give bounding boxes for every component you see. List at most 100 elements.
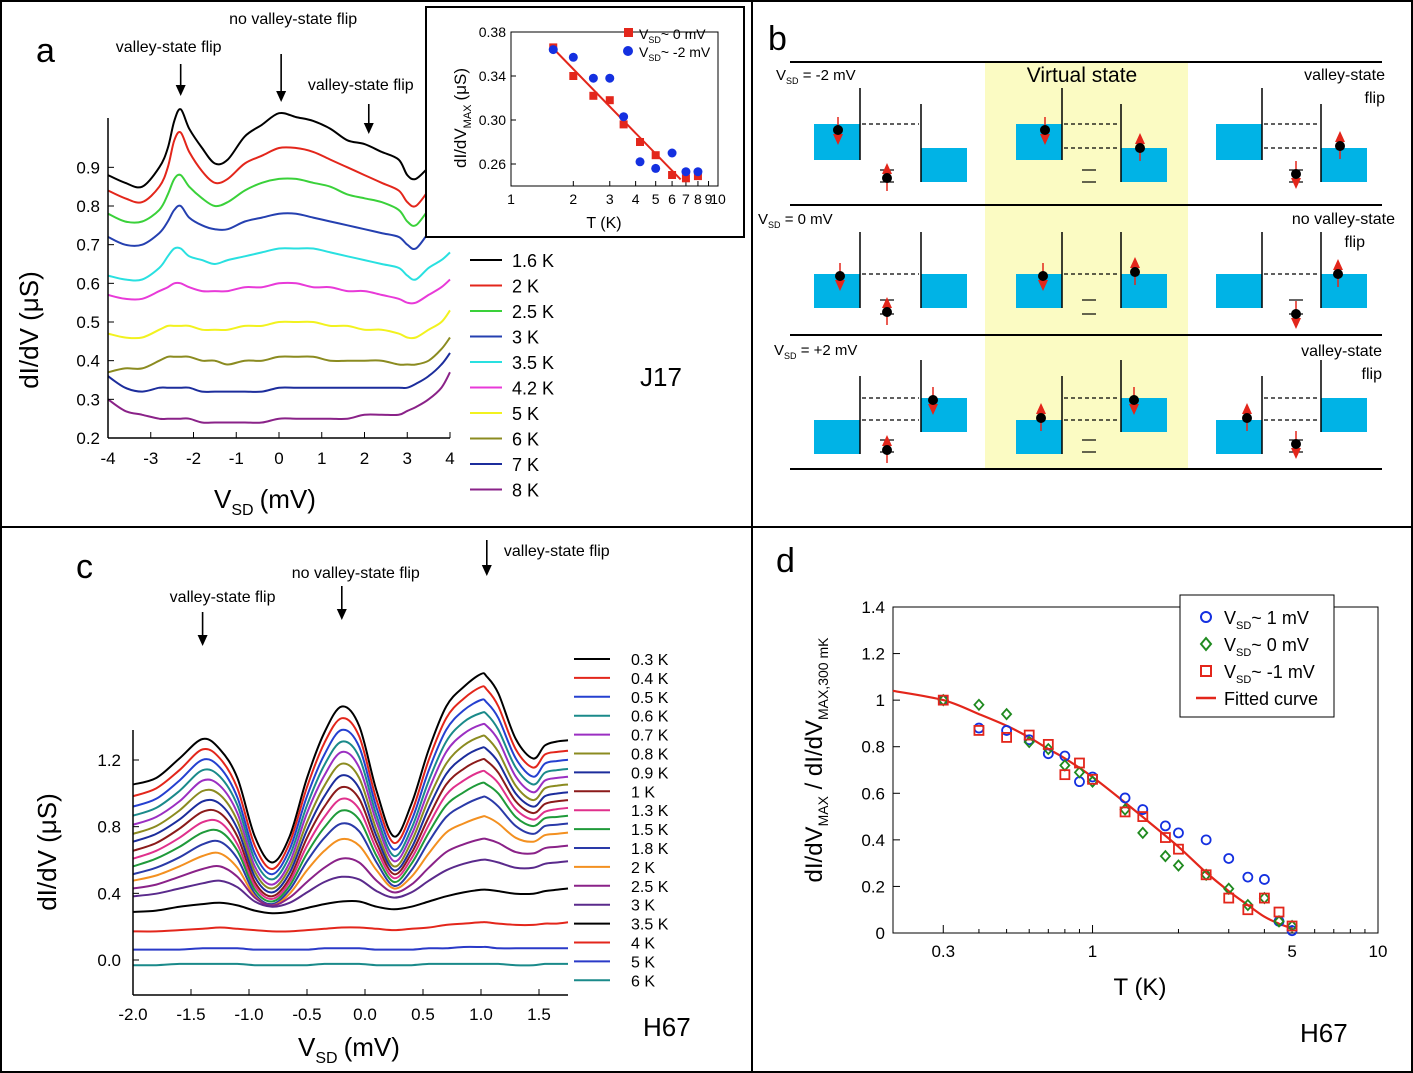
curve-c-0p6K bbox=[132, 711, 569, 881]
panel-d-y-tick-label: 0.2 bbox=[861, 877, 885, 896]
inset-square-point bbox=[681, 174, 690, 183]
panel-c-legend-label: 5 K bbox=[631, 954, 655, 971]
panel-a-legend-label: 5 K bbox=[512, 404, 539, 424]
inset-legend-square-marker bbox=[624, 28, 633, 37]
curve-c-3K bbox=[132, 858, 569, 908]
panel-c-legend-label: 1 K bbox=[631, 784, 655, 801]
electron-dot bbox=[835, 271, 845, 281]
panel-c-legend-label: 0.7 K bbox=[631, 728, 669, 745]
panel-label-a: a bbox=[36, 32, 55, 70]
panel-d-open-diamond-point bbox=[973, 698, 985, 712]
inset-square-point bbox=[636, 138, 645, 146]
panel-a-legend-label: 2.5 K bbox=[512, 302, 554, 322]
panel-d-marks bbox=[892, 689, 1298, 937]
electron-dot bbox=[928, 395, 938, 405]
curve-5K bbox=[107, 309, 451, 340]
panel-d-xlabel: T (K) bbox=[1114, 974, 1167, 1001]
panel-c-x-tick-label: 1.0 bbox=[469, 1005, 493, 1024]
panel-d-ylabel: dI/dVMAX / dI/dVMAX,300 mK bbox=[801, 637, 831, 883]
panel-c-xlabel-sub: SD bbox=[315, 1050, 337, 1067]
inset-y-tick-label: 0.26 bbox=[479, 156, 506, 172]
panel-c-axes: -2.0 -1.5 -1.0 -0.5 0.0 0.5 1.0 1.5 0.0 0.4 0.8 1.2 bbox=[97, 730, 568, 1024]
inset-square-point bbox=[619, 120, 628, 129]
electron-dot bbox=[1036, 413, 1046, 423]
panel-c-annotation-label: valley-state flip bbox=[504, 543, 610, 560]
panel-c-annotation-arrow-head bbox=[197, 635, 208, 646]
panel-d-ylabel-sub1: MAX bbox=[815, 795, 831, 826]
inset-legend-1-value: ~ -2 mV bbox=[661, 44, 711, 60]
row1-outcome-line1: valley-state bbox=[1304, 67, 1385, 84]
inset-xlabel: T (K) bbox=[586, 215, 621, 232]
r2c1-spin-left bbox=[835, 263, 845, 291]
curve-c-0p7K bbox=[132, 722, 569, 886]
panel-d-y-tick-label: 0.4 bbox=[861, 831, 885, 850]
panel-c-legend-label: 0.3 K bbox=[631, 652, 669, 669]
electron-dot bbox=[882, 445, 892, 455]
panel-d-y-tick-label: 1.2 bbox=[861, 645, 885, 664]
r3c1-right-fermi-sea bbox=[921, 398, 967, 432]
curve-c-1p5K bbox=[132, 781, 569, 903]
curve-c-2K bbox=[132, 815, 569, 907]
row3-outcome-line1: valley-state bbox=[1301, 343, 1382, 360]
legend-minus1mV-main: V bbox=[1224, 662, 1236, 682]
inset-frame bbox=[425, 6, 745, 238]
r1c3-spin-dot bbox=[1291, 161, 1301, 189]
panel-a-axes: -4 -3 -2 -1 0 1 2 3 4 0.2 0.3 0.4 0.5 0.6 0.7 0.8 0.9 bbox=[76, 118, 455, 468]
panel-d-y-tick-label: 1.4 bbox=[861, 598, 885, 617]
row1-bias-value: = -2 mV bbox=[799, 67, 856, 84]
electron-dot bbox=[1335, 141, 1345, 151]
panel-d-open-square-point bbox=[973, 725, 985, 736]
legend-0mV-sub: SD bbox=[1236, 647, 1251, 659]
curve-7K bbox=[107, 352, 451, 393]
row2-bias-sub: SD bbox=[768, 220, 781, 230]
inset-legend-1-main: V bbox=[639, 44, 649, 60]
inset-y-tick-label: 0.30 bbox=[479, 112, 506, 128]
electron-dot bbox=[1130, 267, 1140, 277]
panel-a-legend: 1.6 K 2 K 2.5 K 3 K 3.5 K 4.2 K 5 K 6 K 7 K 8 K bbox=[470, 251, 554, 501]
panel-a-annotation-label: no valley-state flip bbox=[229, 11, 357, 28]
legend-0mV-value: ~ 0 mV bbox=[1251, 635, 1309, 655]
panel-d-open-square-point bbox=[1001, 732, 1012, 743]
panel-b-diagram: Virtual state VSD = -2 mV valley-state f… bbox=[758, 61, 1395, 470]
panel-d-y-tick-label: 0 bbox=[876, 924, 885, 943]
electron-dot bbox=[833, 125, 843, 135]
inset-circle-point bbox=[548, 45, 558, 55]
panel-d-open-diamond-point bbox=[1059, 758, 1071, 772]
inset-legend-0-sub: SD bbox=[648, 35, 661, 45]
r2c3-spin-dot bbox=[1291, 301, 1301, 329]
r3c3-spin-left bbox=[1242, 403, 1252, 431]
inset-circle-point bbox=[605, 73, 615, 83]
panel-d-open-circle-point bbox=[1223, 853, 1235, 864]
inset-ylabel: dI/dVMAX (μS) bbox=[451, 68, 474, 168]
inset-square-point bbox=[589, 91, 598, 100]
r3c3-left-fermi-sea bbox=[1216, 420, 1262, 454]
panel-a-x-tick-label: 0 bbox=[274, 449, 283, 468]
panel-d-open-diamond-point bbox=[1172, 859, 1185, 872]
panel-a-legend-label: 8 K bbox=[512, 481, 539, 501]
r1c3-spin-right bbox=[1335, 131, 1345, 159]
inset-ylabel-sub: MAX bbox=[462, 104, 474, 129]
panel-c-legend-label: 2 K bbox=[631, 860, 655, 877]
inset-x-tick-label: 4 bbox=[632, 191, 640, 207]
inset-legend-circle-marker bbox=[623, 46, 633, 56]
inset-x-tick-label: 6 bbox=[668, 191, 676, 207]
panel-a-annotation-arrow-head bbox=[363, 123, 374, 134]
panel-a-xlabel: VSD (mV) bbox=[214, 484, 316, 519]
panel-a-y-tick-label: 0.3 bbox=[76, 390, 100, 409]
panel-c-annotation-label: no valley-state flip bbox=[292, 565, 420, 582]
panel-d-open-circle-point bbox=[1200, 834, 1212, 846]
panel-d-x-tick-label: 10 bbox=[1369, 942, 1388, 961]
inset-square-point bbox=[651, 151, 660, 160]
electron-dot bbox=[1135, 143, 1145, 153]
panel-d-open-circle-point bbox=[1137, 804, 1149, 815]
r1c2-left-fermi-sea bbox=[1016, 124, 1062, 160]
r1c2-spin-left bbox=[1040, 117, 1050, 145]
curve-4p2K bbox=[107, 278, 451, 305]
inset-legend: VSD~ 0 mV VSD~ -2 mV bbox=[623, 26, 711, 63]
panel-d-open-square-point bbox=[1242, 904, 1254, 916]
panel-a-xlabel-main: V bbox=[214, 484, 232, 514]
panel-a-chart: -4 -3 -2 -1 0 1 2 3 4 0.2 0.3 0.4 0.5 0.6 0.7 0.8 0.9 1.… bbox=[14, 11, 682, 519]
panel-c-xlabel-main: V bbox=[298, 1032, 316, 1062]
curve-c-5K bbox=[132, 945, 568, 951]
